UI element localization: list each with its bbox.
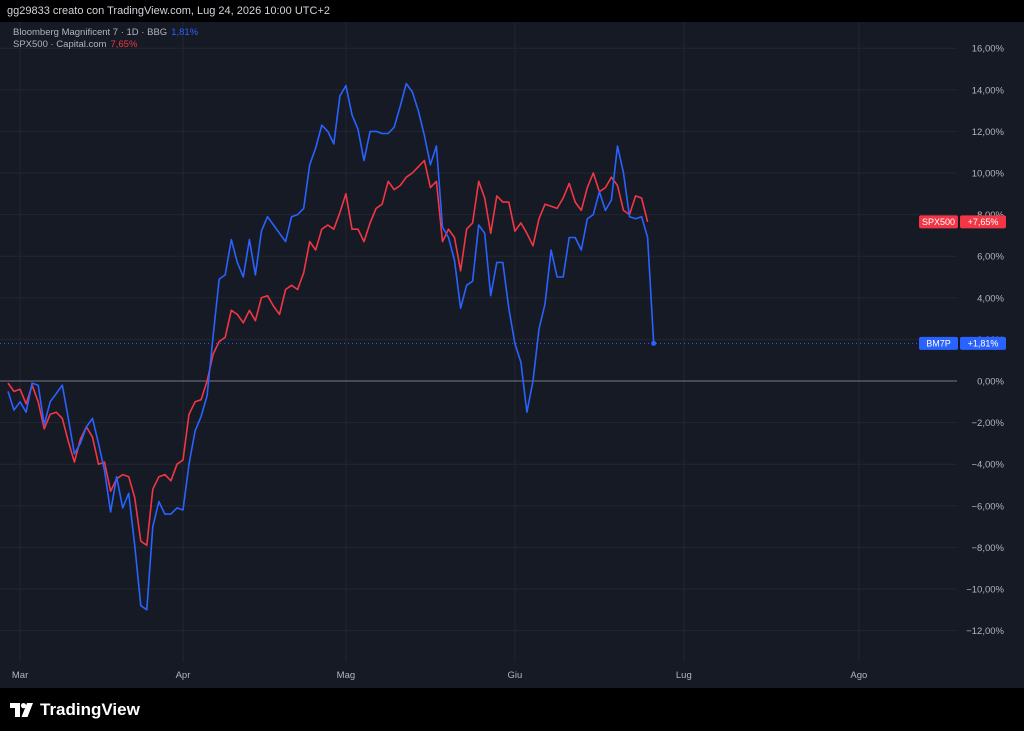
y-tick-label: 10,00% — [972, 169, 1005, 180]
chart-svg[interactable]: 16,00%14,00%12,00%10,00%8,00%6,00%4,00%2… — [0, 22, 1024, 688]
footer-bar: TradingView — [0, 688, 1024, 731]
badge-value: +7,65% — [968, 217, 999, 227]
y-tick-label: 4,00% — [977, 293, 1004, 304]
series-line-spx500[interactable] — [7, 159, 649, 547]
badge-name: BM7P — [926, 339, 951, 349]
tradingview-logo-icon — [10, 703, 33, 717]
x-tick-label: Mag — [337, 670, 355, 681]
last-point-bm7p — [651, 340, 657, 346]
y-tick-label: 16,00% — [972, 44, 1005, 55]
x-tick-label: Apr — [176, 670, 191, 681]
legend-label: Bloomberg Magnificent 7 · 1D · BBG — [13, 27, 168, 38]
y-tick-label: −12,00% — [966, 626, 1004, 637]
y-tick-label: −10,00% — [966, 585, 1004, 596]
price-badges: BM7P +1,81% SPX500 +7,65% — [919, 215, 1006, 350]
y-tick-label: −8,00% — [972, 543, 1005, 554]
badge-name-bg — [919, 215, 958, 229]
y-tick-label: 12,00% — [972, 127, 1005, 138]
badge-name: SPX500 — [922, 217, 955, 227]
snapshot-credit: gg29833 creato con TradingView.com, Lug … — [7, 5, 330, 17]
tradingview-logo[interactable]: TradingView — [10, 700, 140, 720]
legend-value: 7,65% — [110, 39, 138, 50]
y-tick-label: 6,00% — [977, 252, 1004, 263]
badge-spx500: SPX500 +7,65% — [919, 215, 1006, 229]
series-line-bm7p[interactable] — [7, 82, 655, 611]
legend: Bloomberg Magnificent 7 · 1D · BBG 1,81% … — [13, 27, 198, 51]
x-axis[interactable]: Mar Apr Mag Giu Lug Ago — [12, 670, 867, 681]
series-lines — [0, 82, 957, 611]
badge-value-bg — [960, 336, 1006, 350]
y-tick-label: 14,00% — [972, 85, 1005, 96]
grid-lines — [0, 22, 957, 662]
x-tick-label: Lug — [676, 670, 692, 681]
x-tick-label: Giu — [507, 670, 522, 681]
y-tick-label: 0,00% — [977, 377, 1004, 388]
y-tick-label: −4,00% — [972, 460, 1005, 471]
badge-value: +1,81% — [968, 339, 999, 349]
chart-panel[interactable]: 16,00%14,00%12,00%10,00%8,00%6,00%4,00%2… — [0, 22, 1024, 688]
legend-item-spx500[interactable]: SPX500 · Capital.com 7,65% — [13, 39, 198, 51]
x-tick-label: Ago — [850, 670, 867, 681]
y-tick-label: −6,00% — [972, 501, 1005, 512]
tradingview-logo-text: TradingView — [40, 700, 140, 719]
y-tick-label: −2,00% — [972, 418, 1005, 429]
badge-name-bg — [919, 336, 958, 350]
badge-bm7p: BM7P +1,81% — [919, 336, 1006, 350]
legend-value: 1,81% — [171, 27, 199, 38]
legend-label: SPX500 · Capital.com — [13, 39, 107, 50]
badge-value-bg — [960, 215, 1006, 229]
legend-item-bm7[interactable]: Bloomberg Magnificent 7 · 1D · BBG 1,81% — [13, 27, 198, 39]
header-bar: gg29833 creato con TradingView.com, Lug … — [0, 0, 1024, 22]
x-tick-label: Mar — [12, 670, 28, 681]
